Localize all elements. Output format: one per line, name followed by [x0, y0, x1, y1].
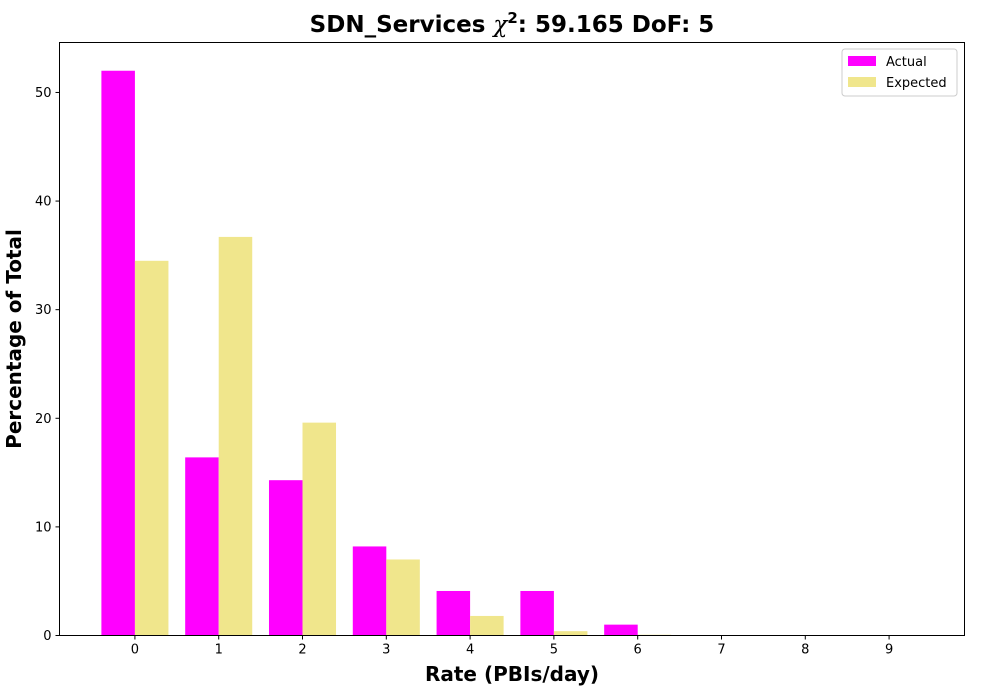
bar-actual-5 [520, 590, 554, 636]
x-axis-label: Rate (PBIs/day) [425, 662, 599, 686]
bar-expected-1 [218, 236, 253, 636]
y-tick-label-20: 20 [35, 412, 52, 427]
x-tick-label-1: 1 [215, 643, 223, 658]
x-tick-label-5: 5 [550, 643, 558, 658]
bar-expected-2 [302, 422, 337, 636]
x-tick-label-0: 0 [131, 643, 139, 658]
bar-expected-4 [470, 615, 504, 636]
chart-title: SDN_Services χ2: 59.165 DoF: 5 [310, 9, 715, 38]
legend-swatch-actual [848, 56, 876, 66]
y-axis-label: Percentage of Total [2, 229, 26, 449]
bar-actual-6 [604, 624, 638, 636]
x-tick-label-3: 3 [382, 643, 390, 658]
chart-title-symbol: χ [491, 12, 509, 38]
bar-expected-3 [386, 559, 420, 636]
bar-actual-3 [352, 546, 387, 636]
bar-actual-2 [268, 480, 303, 636]
legend: Actual Expected [841, 48, 958, 97]
bar-expected-5 [553, 631, 588, 636]
bar-expected-0 [134, 260, 169, 636]
legend-swatch-expected [848, 77, 876, 87]
legend-label-expected: Expected [886, 76, 947, 91]
y-tick-label-30: 30 [35, 303, 52, 318]
x-tick-label-4: 4 [466, 643, 474, 658]
y-tick-label-10: 10 [35, 520, 52, 535]
plot-frame [59, 42, 965, 636]
y-tick-label-40: 40 [35, 195, 52, 210]
x-tick-label-6: 6 [634, 643, 642, 658]
bar-actual-0 [101, 70, 135, 636]
legend-label-actual: Actual [886, 55, 927, 70]
x-tick-label-9: 9 [885, 643, 893, 658]
bar-actual-4 [436, 590, 471, 636]
bar-actual-1 [185, 457, 219, 636]
chart-title-superscript: 2 [507, 9, 517, 27]
y-tick-label-50: 50 [35, 86, 52, 101]
chart-title-prefix: SDN_Services [310, 12, 494, 38]
y-axis: 0 10 20 30 40 50 [35, 86, 60, 644]
bars-layer [101, 70, 756, 636]
x-tick-label-2: 2 [298, 643, 306, 658]
x-tick-label-7: 7 [717, 643, 725, 658]
y-tick-label-0: 0 [43, 629, 51, 644]
chart-title-suffix: : 59.165 DoF: 5 [518, 12, 715, 38]
x-axis: 0 1 2 3 4 5 6 7 8 9 [131, 635, 893, 658]
x-tick-label-8: 8 [801, 643, 809, 658]
